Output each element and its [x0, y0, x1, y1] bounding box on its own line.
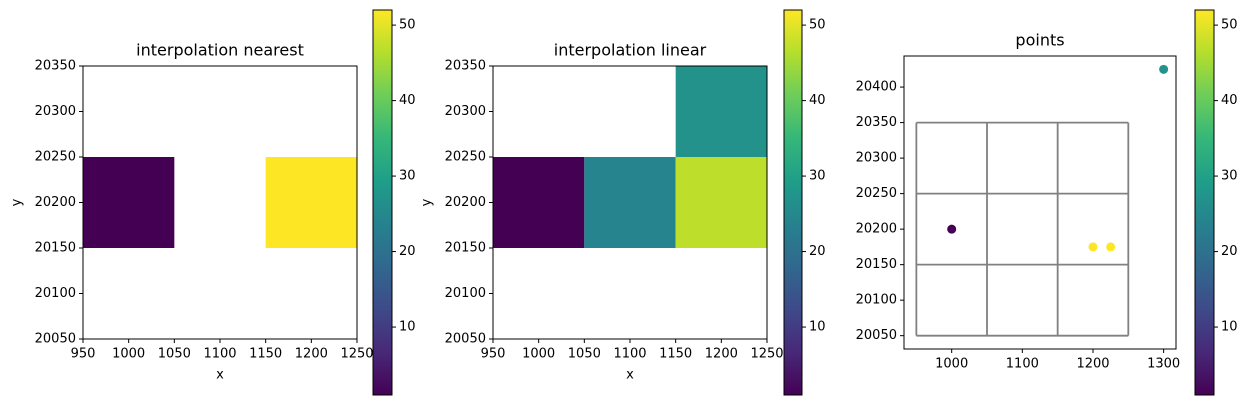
colorbar-tick-label: 20 [399, 244, 416, 259]
colorbar-tick-label: 40 [809, 93, 826, 108]
colorbar-tick-label: 10 [1221, 320, 1238, 335]
colorbar-tick-label: 40 [399, 93, 416, 108]
point [1088, 242, 1098, 252]
y-axis-label: y [420, 198, 435, 206]
heat-cell [83, 157, 175, 248]
colorbar [1194, 9, 1215, 396]
colorbar-tick-label: 20 [1221, 244, 1238, 259]
y-tick-label: 20200 [856, 222, 897, 237]
colorbar-tick-label: 10 [399, 320, 416, 335]
heat-cell [493, 157, 585, 248]
y-tick-label: 20350 [856, 115, 897, 130]
x-tick-label: 1250 [750, 347, 783, 362]
point [947, 224, 957, 234]
colorbar-tick-label: 20 [809, 244, 826, 259]
colorbar [783, 9, 803, 396]
x-tick-label: 1200 [1076, 357, 1109, 372]
heat-cell [675, 66, 767, 157]
x-tick-label: 1150 [249, 347, 282, 362]
y-tick-label: 20350 [445, 59, 486, 74]
y-tick-label: 20300 [856, 151, 897, 166]
x-tick-label: 950 [481, 347, 506, 362]
y-tick-label: 20350 [35, 59, 76, 74]
colorbar [372, 9, 393, 396]
colorbar-tick-label: 40 [1221, 93, 1238, 108]
x-tick-label: 1100 [203, 347, 236, 362]
x-tick-label: 1300 [1147, 357, 1180, 372]
x-tick-label: 1000 [935, 357, 968, 372]
x-tick-label: 1250 [340, 347, 373, 362]
y-tick-label: 20300 [35, 104, 76, 119]
heat-cell [265, 157, 357, 248]
x-tick-label: 1000 [112, 347, 145, 362]
chart-title: points [1015, 31, 1064, 50]
y-tick-label: 20200 [445, 195, 486, 210]
x-tick-label: 1000 [522, 347, 555, 362]
x-tick-label: 1200 [705, 347, 738, 362]
x-tick-label: 950 [71, 347, 96, 362]
y-tick-label: 20150 [445, 241, 486, 256]
axes-frame [903, 55, 1177, 350]
x-tick-label: 1050 [158, 347, 191, 362]
y-tick-label: 20050 [445, 332, 486, 347]
colorbar-tick-label: 50 [399, 18, 416, 33]
y-tick-label: 20200 [35, 195, 76, 210]
colorbar-tick-label: 30 [1221, 169, 1238, 184]
colorbar-tick-label: 30 [399, 169, 416, 184]
y-tick-label: 20100 [35, 286, 76, 301]
y-tick-label: 20050 [35, 332, 76, 347]
y-tick-label: 20100 [445, 286, 486, 301]
x-tick-label: 1200 [295, 347, 328, 362]
colorbar-tick-label: 50 [1221, 18, 1238, 33]
heat-cell [675, 157, 767, 248]
y-tick-label: 20050 [856, 328, 897, 343]
point [1159, 64, 1169, 74]
x-tick-label: 1050 [568, 347, 601, 362]
x-tick-label: 1100 [1006, 357, 1039, 372]
y-tick-label: 20250 [445, 150, 486, 165]
colorbar-tick-label: 30 [809, 169, 826, 184]
y-tick-label: 20250 [856, 186, 897, 201]
x-axis-label: x [626, 368, 634, 383]
colorbar-tick-label: 10 [809, 320, 826, 335]
colorbar-tick-label: 50 [809, 18, 826, 33]
x-tick-label: 1100 [613, 347, 646, 362]
y-tick-label: 20150 [856, 257, 897, 272]
y-tick-label: 20150 [35, 241, 76, 256]
x-axis-label: x [216, 368, 224, 383]
point [1106, 242, 1116, 252]
y-tick-label: 20100 [856, 293, 897, 308]
chart-title: interpolation linear [554, 41, 707, 60]
chart-title: interpolation nearest [136, 41, 304, 60]
y-axis-label: y [10, 198, 25, 206]
y-tick-label: 20300 [445, 104, 486, 119]
y-tick-label: 20400 [856, 80, 897, 95]
heat-cell [584, 157, 676, 248]
x-tick-label: 1150 [659, 347, 692, 362]
y-tick-label: 20250 [35, 150, 76, 165]
